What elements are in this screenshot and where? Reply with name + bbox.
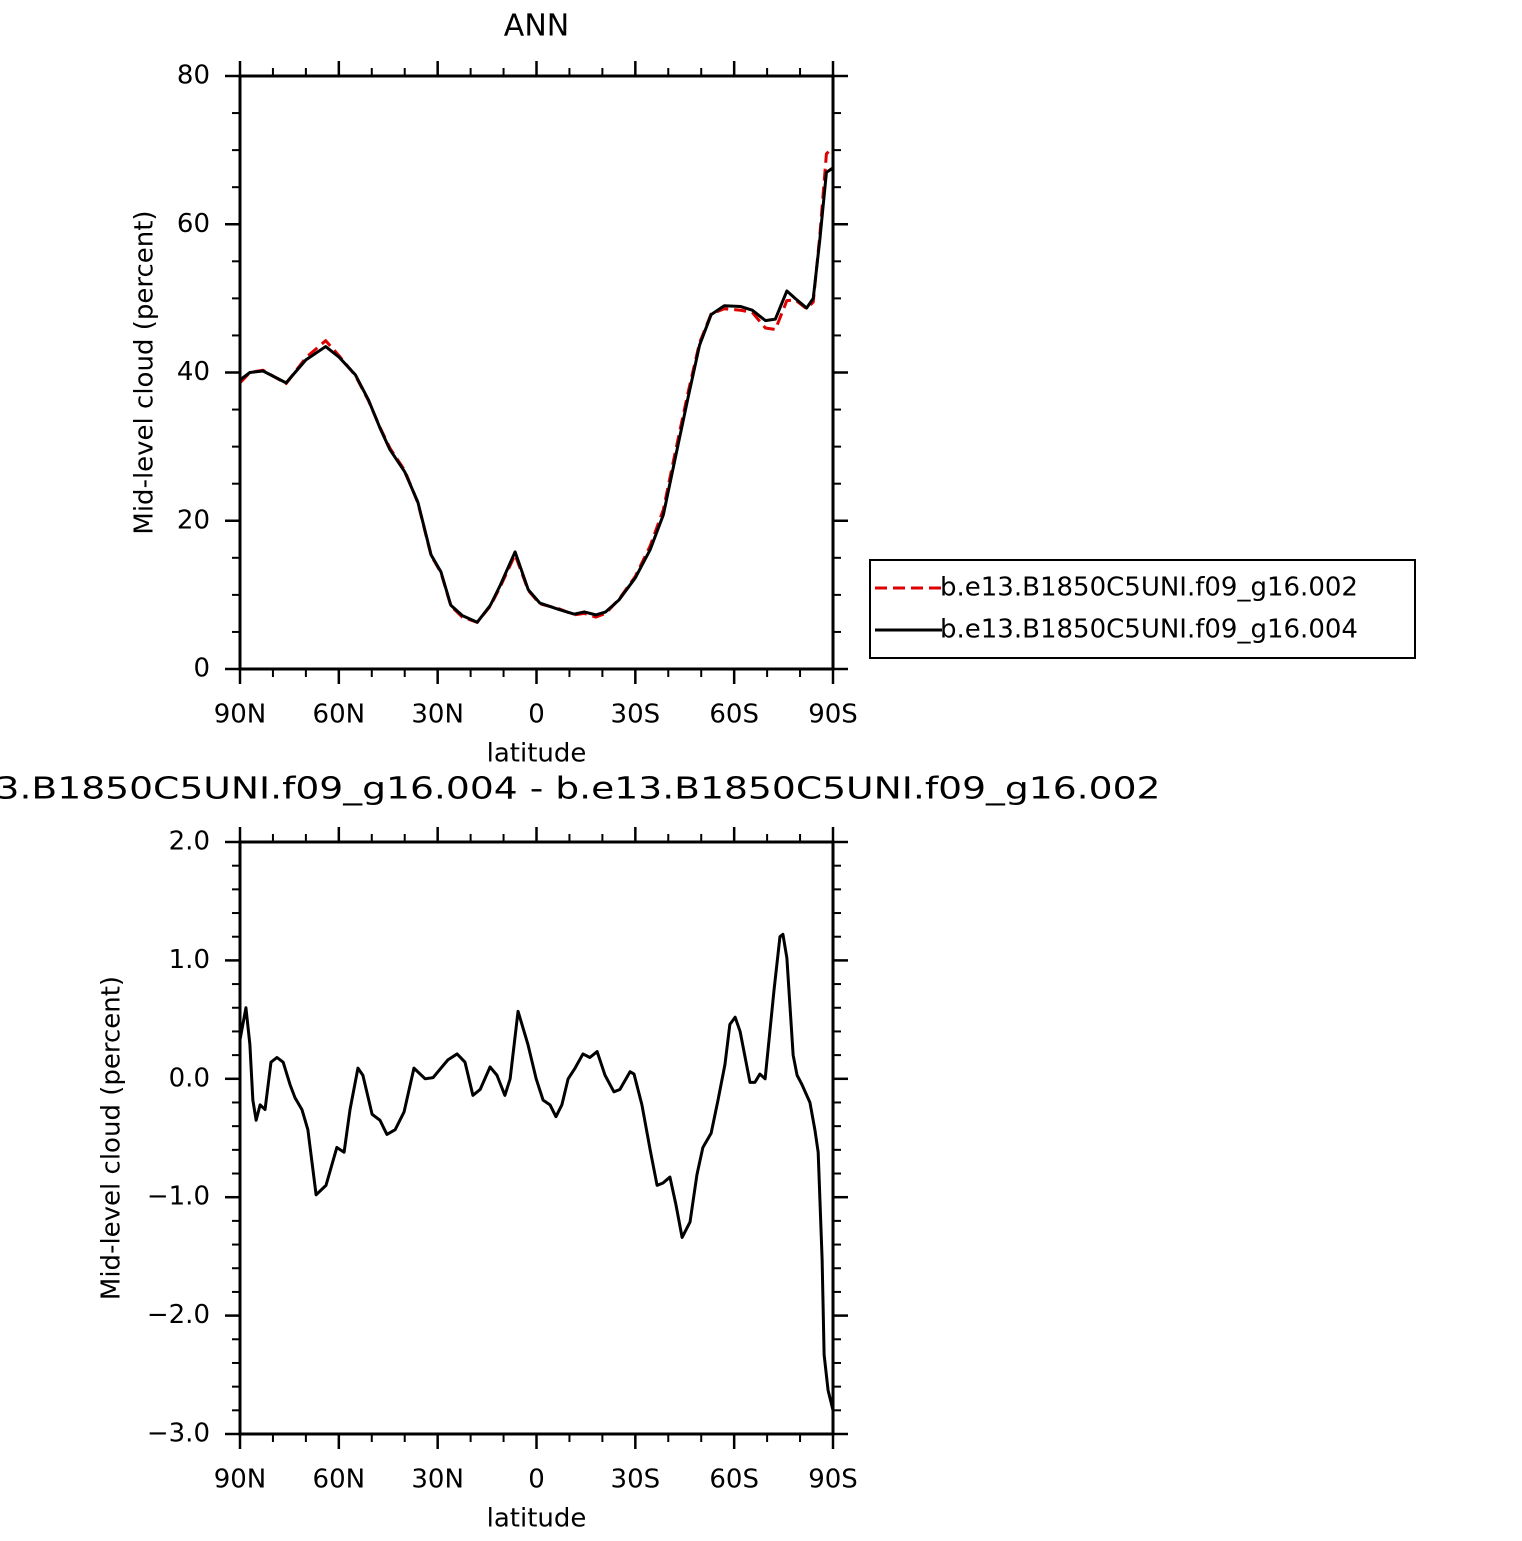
- y-tick-label: 20: [177, 505, 210, 535]
- x-tick-label: 90S: [808, 1465, 858, 1495]
- x-tick-label: 30S: [611, 1465, 661, 1495]
- y-tick-label: 0: [193, 654, 210, 684]
- plot-frame: [238, 74, 835, 671]
- y-tick-label: 0.0: [169, 1063, 210, 1093]
- plot-frame: [238, 840, 835, 1436]
- x-tick-label: 60S: [709, 700, 759, 730]
- legend-box: [869, 559, 1416, 659]
- data-line: [239, 166, 834, 624]
- data-line: [238, 146, 835, 624]
- x-tick-label: 30N: [411, 1465, 464, 1495]
- y-axis-label: Mid-level cloud (percent): [130, 210, 160, 534]
- x-tick-label: 60S: [709, 1465, 759, 1495]
- data-line: [238, 932, 835, 1411]
- x-tick-label: 60N: [313, 700, 366, 730]
- y-tick-label: 1.0: [169, 945, 210, 975]
- x-tick-label: 90N: [214, 700, 267, 730]
- x-tick-label: 30S: [611, 700, 661, 730]
- y-tick-label: 80: [177, 61, 210, 91]
- y-axis-label: Mid-level cloud (percent): [97, 976, 127, 1300]
- y-tick-label: −2.0: [147, 1300, 210, 1330]
- chart-title: ANN: [504, 9, 569, 44]
- chart-title: b.e13.B1850C5UNI.f09_g16.004 - b.e13.B18…: [0, 772, 1161, 807]
- x-tick-label: 90N: [214, 1465, 267, 1495]
- y-tick-label: 2.0: [169, 827, 210, 857]
- x-tick-label: 0: [528, 700, 545, 730]
- x-tick-label: 30N: [411, 700, 464, 730]
- y-tick-label: 40: [177, 357, 210, 387]
- y-tick-label: −3.0: [147, 1419, 210, 1449]
- y-tick-label: −1.0: [147, 1182, 210, 1212]
- y-tick-label: 60: [177, 209, 210, 239]
- x-axis-label: latitude: [487, 1504, 587, 1534]
- legend-label: b.e13.B1850C5UNI.f09_g16.002: [940, 573, 1358, 603]
- x-tick-label: 90S: [808, 700, 858, 730]
- x-tick-label: 60N: [313, 1465, 366, 1495]
- x-tick-label: 0: [528, 1465, 545, 1495]
- legend: b.e13.B1850C5UNI.f09_g16.002 b.e13.B1850C…: [869, 559, 1416, 659]
- x-axis-label: latitude: [487, 739, 587, 769]
- legend-label: b.e13.B1850C5UNI.f09_g16.004: [940, 615, 1358, 645]
